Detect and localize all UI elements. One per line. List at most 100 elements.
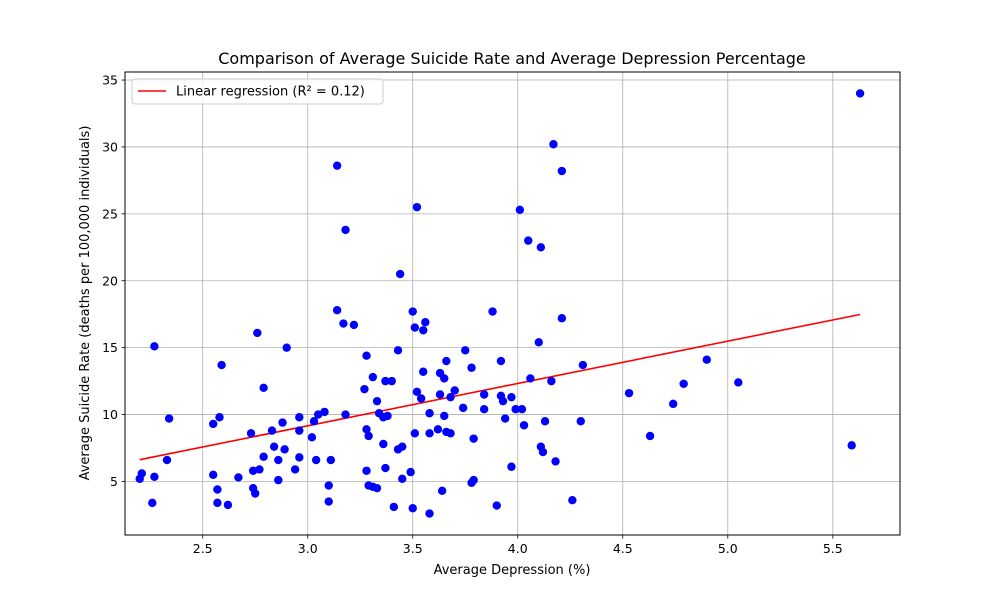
data-point bbox=[209, 470, 218, 479]
data-point bbox=[295, 413, 304, 422]
data-point bbox=[259, 452, 268, 461]
data-point bbox=[498, 396, 508, 406]
x-tick-label: 4.0 bbox=[508, 541, 528, 556]
data-point bbox=[393, 346, 403, 355]
data-point bbox=[446, 392, 455, 402]
y-tick-label: 35 bbox=[102, 73, 118, 88]
data-point bbox=[398, 474, 407, 483]
data-point bbox=[217, 360, 226, 370]
y-tick-label: 5 bbox=[110, 474, 118, 489]
data-point bbox=[349, 320, 359, 330]
data-point bbox=[492, 501, 501, 510]
data-point bbox=[488, 307, 497, 316]
data-point bbox=[381, 463, 390, 473]
data-point bbox=[855, 89, 865, 98]
data-point bbox=[549, 140, 558, 149]
data-point bbox=[440, 411, 449, 421]
data-point bbox=[379, 439, 388, 449]
data-point bbox=[295, 453, 304, 462]
data-point bbox=[568, 496, 577, 505]
data-point bbox=[381, 376, 390, 386]
data-point bbox=[412, 202, 422, 212]
data-point bbox=[269, 442, 279, 451]
data-point bbox=[341, 410, 350, 419]
data-point bbox=[524, 236, 533, 245]
data-point bbox=[209, 419, 218, 429]
data-point bbox=[259, 383, 268, 393]
data-point bbox=[435, 390, 445, 399]
plot-frame bbox=[124, 71, 901, 536]
data-point bbox=[372, 396, 382, 406]
data-point bbox=[362, 425, 371, 434]
data-point bbox=[332, 161, 342, 170]
data-point bbox=[253, 328, 262, 338]
data-point bbox=[274, 455, 283, 465]
data-point bbox=[534, 338, 543, 347]
data-point bbox=[326, 455, 336, 465]
data-point bbox=[223, 500, 233, 510]
y-axis-label: Average Suicide Rate (deaths per 100,000… bbox=[78, 126, 93, 481]
legend-label: Linear regression (R² = 0.12) bbox=[176, 85, 365, 100]
data-point bbox=[734, 378, 743, 387]
data-point bbox=[547, 376, 556, 386]
data-point bbox=[440, 374, 449, 383]
data-point bbox=[164, 414, 174, 423]
data-point bbox=[290, 465, 300, 474]
y-tick-label: 15 bbox=[102, 340, 118, 355]
axis-ticks: 2.5 3.0 3.5 4.0 4.5 5.0 5.5 5 10 15 20 25 30 35 bbox=[102, 73, 843, 556]
data-point bbox=[500, 414, 510, 423]
data-point bbox=[416, 394, 426, 403]
data-point bbox=[551, 457, 560, 466]
data-point bbox=[213, 498, 222, 508]
legend-box bbox=[131, 78, 384, 105]
data-point bbox=[425, 509, 434, 518]
data-point bbox=[419, 367, 428, 376]
data-point bbox=[410, 429, 420, 438]
x-tick-label: 2.5 bbox=[193, 541, 213, 556]
data-point bbox=[408, 307, 417, 316]
x-tick-label: 5.5 bbox=[823, 541, 843, 556]
data-point bbox=[150, 472, 159, 481]
data-point bbox=[576, 417, 585, 426]
data-point bbox=[410, 323, 420, 332]
data-point bbox=[341, 225, 350, 235]
x-tick-label: 5.0 bbox=[718, 541, 738, 556]
data-point bbox=[408, 504, 417, 513]
data-point bbox=[324, 481, 333, 490]
data-point bbox=[679, 379, 688, 388]
data-point bbox=[406, 467, 415, 477]
x-tick-label: 4.5 bbox=[613, 541, 633, 556]
data-point bbox=[368, 372, 378, 382]
data-point bbox=[274, 475, 283, 485]
data-point bbox=[479, 390, 489, 399]
data-point bbox=[360, 384, 369, 394]
data-point bbox=[215, 413, 224, 422]
y-tick-label: 10 bbox=[102, 407, 118, 422]
data-point bbox=[442, 356, 451, 366]
data-point bbox=[150, 342, 159, 351]
data-point bbox=[458, 403, 468, 413]
data-point bbox=[213, 485, 222, 494]
data-point bbox=[526, 374, 535, 383]
y-tick-label: 20 bbox=[102, 273, 118, 288]
data-point bbox=[645, 431, 655, 441]
data-point bbox=[267, 426, 277, 435]
data-point bbox=[251, 489, 260, 498]
data-point bbox=[339, 319, 348, 328]
data-point bbox=[412, 387, 422, 397]
data-point bbox=[248, 466, 258, 475]
data-point bbox=[389, 502, 399, 512]
legend: Linear regression (R² = 0.12) bbox=[131, 78, 384, 105]
data-point bbox=[668, 399, 678, 409]
data-point bbox=[280, 445, 289, 454]
data-point bbox=[362, 351, 371, 360]
grid bbox=[125, 72, 900, 535]
data-point bbox=[540, 417, 550, 426]
data-point bbox=[437, 486, 447, 496]
data-point bbox=[311, 455, 321, 465]
data-point bbox=[578, 360, 588, 370]
data-point bbox=[419, 326, 428, 335]
data-point bbox=[246, 429, 256, 438]
data-point bbox=[433, 425, 443, 434]
data-point bbox=[332, 305, 342, 315]
